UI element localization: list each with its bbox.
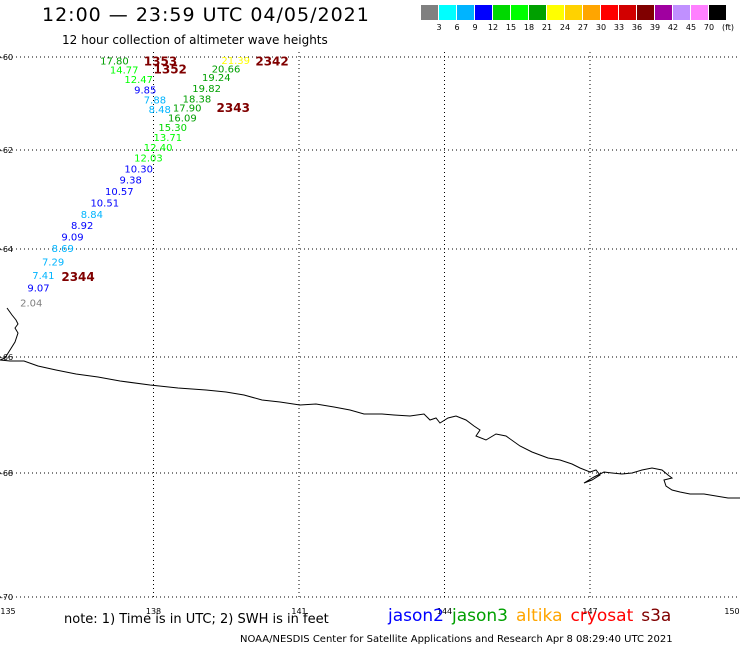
pass-time-label: 2343 (217, 101, 250, 115)
wave-height-point: 7.88 (144, 95, 166, 106)
wave-height-point: 8.84 (81, 210, 103, 221)
pass-time-label: 1352 (154, 63, 187, 77)
wave-height-point: 9.85 (134, 86, 156, 97)
scale-swatch (655, 5, 672, 20)
scale-swatch (421, 5, 438, 20)
scale-label: 45 (685, 23, 697, 32)
scale-label: 15 (505, 23, 517, 32)
lat-tick-label: -66 (0, 353, 13, 362)
wave-height-point: 8.92 (71, 221, 93, 232)
scale-swatch (583, 5, 600, 20)
wave-height-point: 10.57 (105, 187, 134, 198)
scale-swatch (709, 5, 726, 20)
scale-label: 39 (649, 23, 661, 32)
scale-swatch (601, 5, 618, 20)
scale-swatch (529, 5, 546, 20)
satellite-legend-item: jason3 (452, 606, 508, 626)
pass-time-label: 2344 (61, 270, 94, 284)
footer-note: note: 1) Time is in UTC; 2) SWH is in fe… (64, 612, 329, 627)
scale-label: 18 (523, 23, 535, 32)
satellite-legend-item: s3a (641, 606, 672, 626)
wave-height-point: 9.38 (120, 176, 142, 187)
wave-height-point: 13.71 (154, 133, 183, 144)
scale-label: 33 (613, 23, 625, 32)
lat-tick-label: -68 (0, 469, 13, 478)
scale-label: 3 (436, 23, 442, 32)
lon-tick-label: 141 (291, 607, 306, 616)
wave-height-point: 15.30 (158, 123, 187, 134)
lon-tick-label: 138 (146, 607, 161, 616)
lat-tick-label: -60 (0, 53, 13, 62)
satellite-legend-item: cryosat (570, 606, 634, 626)
wave-height-point: 14.77 (110, 66, 139, 77)
scale-swatch (619, 5, 636, 20)
scale-label: 6 (454, 23, 460, 32)
scale-swatch (511, 5, 528, 20)
lon-tick-label: 150 (724, 607, 739, 616)
scale-swatch (457, 5, 474, 20)
wave-height-point: 7.29 (42, 257, 64, 268)
scale-label: 42 (667, 23, 679, 32)
credit-line: NOAA/NESDIS Center for Satellite Applica… (240, 634, 673, 645)
scale-label: 21 (541, 23, 553, 32)
wave-height-point: 2.04 (20, 298, 42, 309)
wave-height-point: 19.82 (192, 84, 221, 95)
wave-height-point: 9.09 (61, 233, 83, 244)
coastline (0, 307, 740, 499)
wave-height-point: 12.03 (134, 153, 163, 164)
scale-label: 30 (595, 23, 607, 32)
wave-height-point: 7.41 (32, 271, 54, 282)
scale-swatch (691, 5, 708, 20)
scale-swatch (637, 5, 654, 20)
lat-tick-label: -70 (0, 593, 13, 602)
pass-time-label: 1353 (144, 54, 177, 68)
lon-tick-label: 144 (437, 607, 452, 616)
satellite-legend-item: jason2 (388, 606, 444, 626)
lat-tick-label: -62 (0, 146, 13, 155)
wave-height-point: 9.07 (27, 283, 49, 294)
wave-height-point: 10.51 (90, 198, 119, 209)
satellite-legend-item: altika (516, 606, 563, 626)
wave-height-point: 18.38 (183, 94, 212, 105)
scale-swatch (673, 5, 690, 20)
lon-tick-label: 135 (0, 607, 15, 616)
wave-height-point: 8.69 (52, 244, 74, 255)
scale-label: 12 (487, 23, 499, 32)
scale-label: 24 (559, 23, 571, 32)
wave-height-point: 21.39 (221, 56, 250, 67)
scale-swatch (475, 5, 492, 20)
wave-height-point: 10.30 (124, 164, 153, 175)
scale-label: 27 (577, 23, 589, 32)
chart-subtitle: 12 hour collection of altimeter wave hei… (62, 33, 328, 47)
wave-height-point: 19.24 (202, 73, 231, 84)
pass-time-label: 2342 (255, 54, 288, 68)
wave-height-point: 20.66 (212, 65, 241, 76)
scale-swatch (547, 5, 564, 20)
wave-height-point: 12.47 (124, 75, 153, 86)
wave-height-point: 17.90 (173, 104, 202, 115)
scale-label: 70 (703, 23, 715, 32)
scale-swatch (493, 5, 510, 20)
scale-unit: (ft) (721, 23, 735, 32)
wave-height-point: 12.40 (144, 143, 173, 154)
wave-height-point: 8.48 (149, 105, 171, 116)
lon-tick-label: 147 (582, 607, 597, 616)
wave-height-point: 17.80 (100, 57, 129, 68)
chart-title: 12:00 — 23:59 UTC 04/05/2021 (42, 4, 370, 26)
satellite-legend: jason2 jason3 altika cryosat s3a (388, 606, 679, 626)
scale-swatch (439, 5, 456, 20)
scale-swatch (565, 5, 582, 20)
lat-tick-label: -64 (0, 245, 13, 254)
scale-label: 9 (472, 23, 478, 32)
wave-height-point: 16.09 (168, 113, 197, 124)
scale-label: 36 (631, 23, 643, 32)
